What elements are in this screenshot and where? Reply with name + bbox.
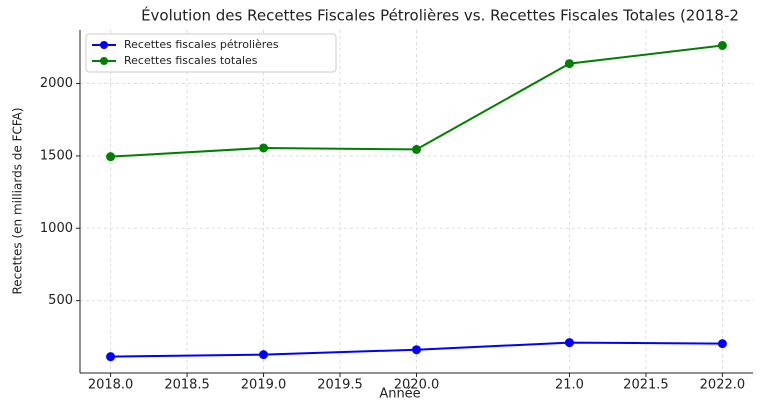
data-point [412,345,421,355]
x-tick-label: 2018.0 [88,378,134,393]
legend-label: Recettes fiscales totales [124,54,258,67]
legend: Recettes fiscales pétrolières Recettes fi… [85,33,337,73]
x-axis-label: Année [379,387,420,400]
data-point [106,152,116,162]
legend-label: Recettes fiscales pétrolières [124,38,279,51]
x-tick-label: 21.0 [555,378,584,393]
y-axis-label: Recettes (en milliards de FCFA) [11,107,25,294]
legend-marker [100,57,108,65]
data-point [259,350,269,360]
x-tick-label: 2018.5 [164,378,210,393]
x-tick-label: 2022.0 [700,378,746,393]
legend-box [85,33,337,73]
data-point [564,338,574,348]
x-tick-label: 2019.0 [241,378,287,393]
y-tick-label: 1500 [40,148,73,163]
data-point [717,339,727,349]
y-tick-label: 1000 [40,221,73,236]
data-point [259,143,269,153]
chart-title: Évolution des Recettes Fiscales Pétroliè… [141,6,739,25]
legend-marker [100,41,108,49]
x-tick-label: 2020.0 [394,378,440,393]
data-point [412,144,421,154]
data-point [717,40,727,50]
data-point [106,352,116,362]
x-tick-label: 2019.5 [317,378,363,393]
y-tick-label: 500 [48,293,73,308]
data-point [564,59,574,69]
x-tick-label: 2021.5 [623,378,669,393]
y-tick-label: 2000 [40,76,73,91]
